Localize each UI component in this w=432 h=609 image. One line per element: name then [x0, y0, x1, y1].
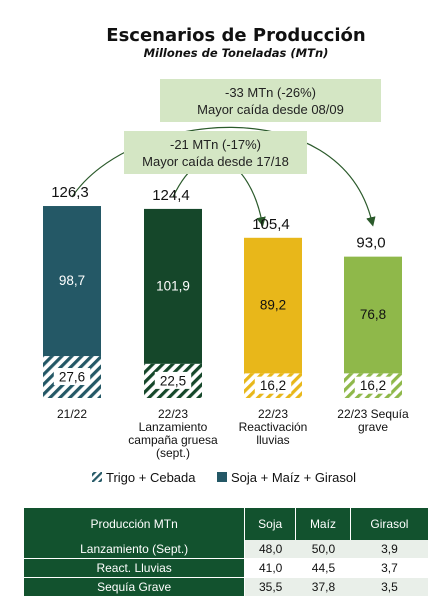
table-cell: 37,8	[296, 578, 351, 597]
soja-value-label-2: 89,2	[260, 298, 286, 313]
legend-label-soja: Soja + Maíz + Girasol	[231, 470, 356, 485]
total-label-0: 126,3	[51, 184, 89, 201]
trigo-value-label-0: 27,6	[59, 370, 85, 385]
table-row-header: Sequía Grave	[24, 578, 246, 597]
legend-label-trigo: Trigo + Cebada	[106, 470, 196, 485]
table-row: Lanzamiento (Sept.) 48,0 50,0 3,9	[24, 540, 428, 559]
legend-swatch-trigo	[92, 472, 102, 482]
chart-subtitle: Millones de Toneladas (MTn)	[144, 46, 329, 60]
legend-swatch-soja	[217, 472, 227, 482]
total-label-1: 124,4	[152, 187, 190, 204]
soja-value-label-0: 98,7	[59, 273, 85, 288]
table-cell: 50,0	[296, 540, 351, 559]
callout-line1-0: -33 MTn (-26%)	[225, 85, 316, 100]
production-table: Producción MTn Soja Maíz Girasol Lanzamient…	[24, 508, 428, 597]
table-row-header: React. Lluvias	[24, 559, 246, 578]
category-label-1-3: (sept.)	[156, 446, 190, 460]
bar-soja-maiz-girasol-3	[344, 256, 402, 374]
annotations-layer: -33 MTn (-26%) Mayor caída desde 08/09 -21…	[71, 79, 381, 227]
table-row-header: Lanzamiento (Sept.)	[24, 540, 246, 559]
table-cell: 3,7	[350, 559, 428, 578]
category-label-0-0: 21/22	[57, 407, 87, 421]
callout-arrow-0	[71, 126, 376, 227]
bar-soja-maiz-girasol-2	[244, 237, 302, 374]
trigo-label-bg-1	[154, 371, 192, 389]
soja-value-label-1: 101,9	[156, 278, 190, 293]
callout-line2-1: Mayor caída desde 17/18	[142, 154, 289, 169]
table-row: React. Lluvias 41,0 44,5 3,7	[24, 559, 428, 578]
callout-line1-1: -21 MTn (-17%)	[170, 137, 261, 152]
table-header-3: Girasol	[350, 508, 428, 540]
table-header-row: Producción MTn Soja Maíz Girasol	[24, 508, 428, 540]
table-header-2: Maíz	[296, 508, 351, 540]
trigo-value-label-1: 22,5	[160, 373, 186, 388]
legend: Trigo + Cebada Soja + Maíz + Girasol	[92, 470, 356, 485]
table-header-1: Soja	[245, 508, 297, 540]
table-cell: 44,5	[296, 559, 351, 578]
bar-soja-maiz-girasol-0	[43, 206, 101, 357]
category-label-1-0: 22/23	[158, 407, 188, 421]
table-cell: 41,0	[245, 559, 297, 578]
callout-line2-0: Mayor caída desde 08/09	[197, 102, 344, 117]
category-label-3-0: 22/23 Sequía	[337, 407, 409, 421]
table-cell: 35,5	[245, 578, 297, 597]
trigo-label-bg-3	[354, 376, 392, 394]
category-label-2-1: Reactivación	[239, 420, 308, 434]
production-scenarios-chart: Escenarios de Producción Millones de Ton…	[43, 25, 409, 485]
table-row: Sequía Grave 35,5 37,8 3,5	[24, 578, 428, 597]
total-label-2: 105,4	[252, 216, 290, 233]
bars-layer: 27,698,7126,321/2222,5101,9124,422/23Lan…	[43, 184, 409, 460]
total-label-3: 93,0	[356, 235, 385, 252]
table-body: Lanzamiento (Sept.) 48,0 50,0 3,9 React. Llu…	[24, 540, 428, 597]
soja-value-label-3: 76,8	[360, 307, 386, 322]
callout-box-1	[124, 131, 307, 174]
trigo-value-label-2: 16,2	[260, 378, 286, 393]
category-label-1-1: Lanzamiento	[139, 420, 208, 434]
category-label-2-2: lluvias	[256, 433, 289, 447]
category-label-1-2: campaña gruesa	[128, 433, 218, 447]
trigo-value-label-3: 16,2	[360, 378, 386, 393]
table-header-0: Producción MTn	[24, 508, 246, 540]
table-cell: 3,5	[350, 578, 428, 597]
callout-box-0	[160, 79, 381, 122]
chart-title: Escenarios de Producción	[106, 25, 365, 46]
table-cell: 48,0	[245, 540, 297, 559]
category-label-3-1: grave	[358, 420, 388, 434]
trigo-label-bg-0	[53, 368, 91, 386]
table-cell: 3,9	[350, 540, 428, 559]
category-label-2-0: 22/23	[258, 407, 288, 421]
trigo-label-bg-2	[254, 376, 292, 394]
bar-soja-maiz-girasol-1	[144, 208, 202, 364]
